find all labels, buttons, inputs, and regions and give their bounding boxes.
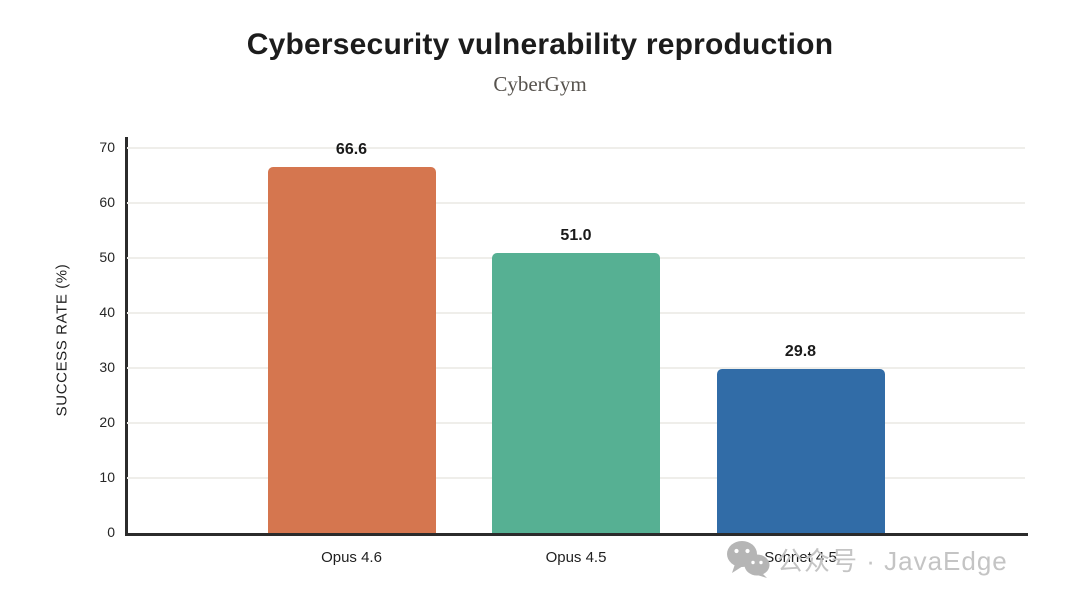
y-tick-label: 0 [107,524,115,540]
x-axis-line [125,533,1028,536]
x-tick-label: Sonnet 4.5 [764,549,837,566]
watermark-text: 公众号 · JavaEdge [777,545,1008,576]
bar [492,252,660,533]
chart-title: Cybersecurity vulnerability reproduction [246,28,834,61]
y-tick-label: 70 [99,139,115,155]
bar-value-label: 51.0 [560,226,592,244]
gridline-70 [127,147,1025,149]
plot-area: 0 10 20 30 40 50 60 70 66.6 Opus 4.6 51.0 Opus 4.5 2… [99,139,1025,566]
bar-value-label: 29.8 [784,343,817,361]
y-axis-label: SUCCESS RATE (%) [53,263,71,417]
watermark: 公众号 · JavaEdge [726,540,1008,578]
bar [716,369,885,533]
y-tick-label: 40 [99,304,115,320]
x-tick-label: Opus 4.5 [545,549,607,566]
x-tick-label: Opus 4.6 [321,549,382,566]
gridline-60 [127,202,1025,204]
y-tick-label: 50 [99,249,115,265]
bar [267,166,436,533]
chart-subtitle: CyberGym [493,72,587,96]
y-axis-line [125,137,128,536]
y-tick-label: 60 [99,194,115,210]
wechat-icon [727,541,770,578]
y-tick-label: 20 [99,414,115,430]
y-tick-label: 30 [99,359,115,375]
bar-value-label: 66.6 [335,140,368,158]
y-tick-label: 10 [99,469,115,485]
